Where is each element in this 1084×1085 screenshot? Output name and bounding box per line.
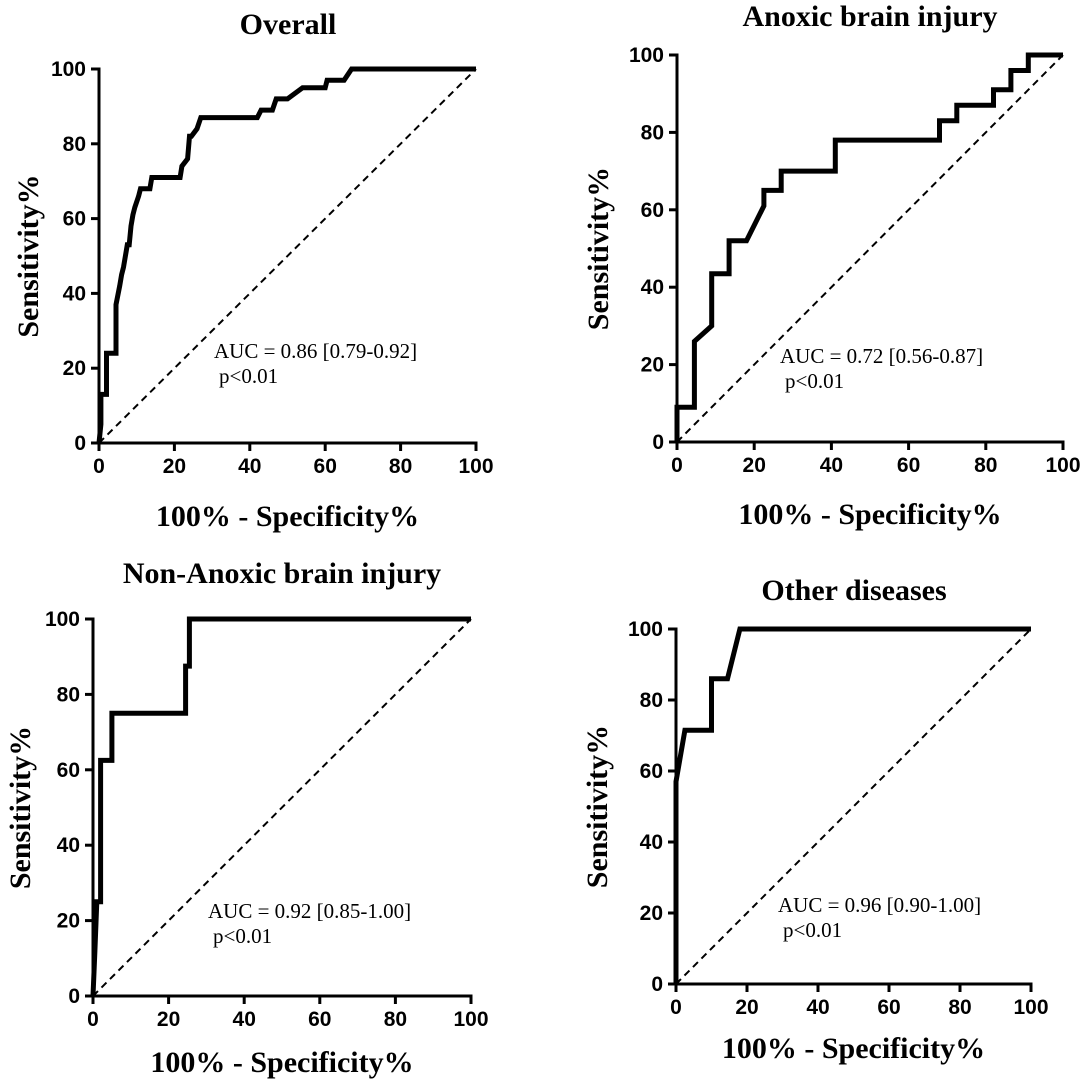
- x-tick-label: 40: [233, 1008, 256, 1031]
- roc-panel-3: Non-Anoxic brain injury 0 20 40 60 80 100 0 20 40…: [4, 557, 489, 1079]
- y-tick-label: 20: [57, 910, 80, 933]
- x-tick-label: 100: [1013, 996, 1048, 1019]
- y-tick-label: 60: [640, 760, 663, 783]
- p-value-annotation: p<0.01: [213, 924, 272, 948]
- roc-curve-line: [674, 52, 1063, 442]
- p-value-annotation: p<0.01: [219, 364, 278, 388]
- y-tick-label: 40: [640, 831, 663, 854]
- x-tick-label: 80: [389, 455, 412, 478]
- y-tick-label: 20: [63, 357, 86, 380]
- x-tick-label: 40: [820, 454, 843, 477]
- roc-curve-line: [90, 616, 471, 997]
- x-tick-label: 60: [308, 1008, 331, 1031]
- y-tick-label: 100: [628, 618, 663, 641]
- reference-diagonal-line: [92, 618, 472, 997]
- y-axis-label: Sensitivity%: [12, 174, 45, 337]
- y-axis-label: Sensitivity%: [4, 726, 37, 889]
- x-tick-label: 0: [671, 454, 683, 477]
- x-tick-label: 80: [384, 1008, 407, 1031]
- y-tick-label: 0: [652, 431, 664, 454]
- y-tick-label: 40: [641, 276, 664, 299]
- x-tick-label: 60: [314, 455, 337, 478]
- y-tick-label: 40: [57, 834, 80, 857]
- roc-panel-2: Anoxic brain injury 0 20 40 60 80 100 0 20 40 60 80…: [582, 0, 1081, 531]
- reference-diagonal-line: [676, 54, 1064, 443]
- x-axis-label: 100% - Specificity%: [156, 500, 419, 533]
- auc-annotation: AUC = 0.96 [0.90-1.00]: [778, 893, 981, 917]
- x-tick-label: 0: [87, 1008, 99, 1031]
- y-tick-label: 80: [640, 689, 663, 712]
- y-tick-label: 80: [57, 683, 80, 706]
- roc-curve-line: [96, 66, 476, 444]
- reference-diagonal-line: [675, 628, 1032, 985]
- y-tick-label: 0: [68, 985, 80, 1008]
- x-axis-label: 100% - Specificity%: [722, 1032, 985, 1065]
- x-tick-label: 80: [948, 996, 971, 1019]
- x-axis-label: 100% - Specificity%: [150, 1046, 413, 1079]
- x-tick-label: 100: [453, 1008, 488, 1031]
- y-tick-label: 20: [640, 902, 663, 925]
- roc-panel-1: Overall 0 20 40 60 80 100 0 20 40 60 80 100 100% - Sp…: [12, 8, 494, 533]
- roc-panel-4: Other diseases 0 20 40 60 80 100 0 20 40 60 80 100 10…: [581, 574, 1049, 1065]
- chart-title: Anoxic brain injury: [742, 0, 997, 33]
- x-tick-label: 0: [93, 455, 105, 478]
- auc-annotation: AUC = 0.72 [0.56-0.87]: [780, 344, 983, 368]
- x-tick-label: 20: [743, 454, 766, 477]
- x-tick-label: 100: [1045, 454, 1080, 477]
- y-tick-label: 100: [51, 58, 86, 81]
- x-tick-label: 20: [163, 455, 186, 478]
- y-axis-label: Sensitivity%: [582, 167, 615, 330]
- x-tick-label: 40: [238, 455, 261, 478]
- y-tick-label: 40: [63, 282, 86, 305]
- x-tick-label: 60: [897, 454, 920, 477]
- x-tick-label: 20: [157, 1008, 180, 1031]
- auc-annotation: AUC = 0.92 [0.85-1.00]: [208, 899, 411, 923]
- auc-annotation: AUC = 0.86 [0.79-0.92]: [214, 339, 417, 363]
- y-axis-label: Sensitivity%: [581, 725, 614, 888]
- x-tick-label: 60: [877, 996, 900, 1019]
- x-axis-label: 100% - Specificity%: [738, 498, 1001, 531]
- y-tick-label: 80: [63, 133, 86, 156]
- y-tick-label: 80: [641, 121, 664, 144]
- y-tick-label: 0: [74, 432, 86, 455]
- reference-diagonal-line: [98, 68, 477, 444]
- y-tick-label: 0: [651, 973, 663, 996]
- y-tick-label: 60: [63, 208, 86, 231]
- chart-title: Non-Anoxic brain injury: [123, 557, 441, 590]
- y-tick-label: 60: [57, 759, 80, 782]
- chart-title: Overall: [240, 8, 337, 41]
- y-tick-label: 100: [45, 608, 80, 631]
- x-tick-label: 40: [806, 996, 829, 1019]
- chart-title: Other diseases: [761, 574, 946, 607]
- x-tick-label: 0: [670, 996, 682, 1019]
- y-tick-label: 100: [629, 44, 664, 67]
- x-tick-label: 80: [974, 454, 997, 477]
- y-tick-label: 20: [641, 354, 664, 377]
- y-tick-label: 60: [641, 199, 664, 222]
- x-tick-label: 20: [735, 996, 758, 1019]
- p-value-annotation: p<0.01: [783, 918, 842, 942]
- p-value-annotation: p<0.01: [785, 369, 844, 393]
- x-tick-label: 100: [458, 455, 493, 478]
